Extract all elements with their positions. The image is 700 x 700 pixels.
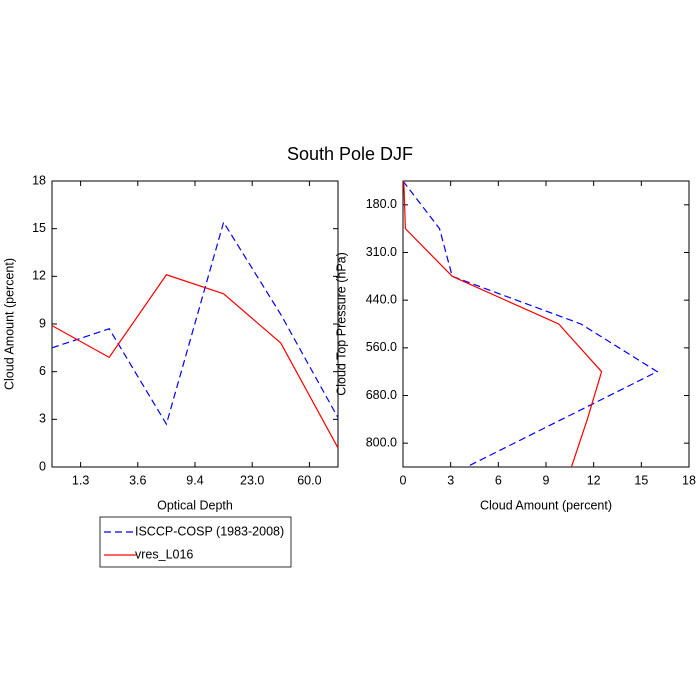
y-axis-label: Cloud Top Pressure (hPa): [334, 252, 348, 396]
x-tick-label: 3: [447, 473, 454, 487]
y-tick-label: 560.0: [366, 340, 397, 354]
series-line: [51, 220, 339, 426]
y-tick-label: 15: [32, 221, 46, 235]
y-tick-label: 440.0: [366, 292, 397, 306]
series-line: [403, 180, 603, 468]
x-axis-label: Optical Depth: [157, 498, 233, 512]
x-tick-label: 15: [634, 473, 648, 487]
x-tick-label: 18: [682, 473, 696, 487]
chart-title: South Pole DJF: [287, 144, 413, 164]
legend-label: vres_L016: [135, 547, 193, 561]
x-axis-label: Cloud Amount (percent): [480, 498, 612, 512]
x-tick-label: 9: [543, 473, 550, 487]
y-tick-label: 3: [39, 412, 46, 426]
y-tick-label: 310.0: [366, 245, 397, 259]
legend-label: ISCCP-COSP (1983-2008): [135, 524, 284, 538]
y-tick-label: 800.0: [366, 435, 397, 449]
x-tick-label: 23.0: [240, 473, 264, 487]
x-tick-label: 6: [495, 473, 502, 487]
y-tick-label: 12: [32, 269, 46, 283]
y-tick-label: 680.0: [366, 388, 397, 402]
y-tick-label: 18: [32, 173, 46, 187]
x-tick-label: 0: [400, 473, 407, 487]
legend-box: [99, 516, 292, 568]
x-tick-label: 9.4: [186, 473, 203, 487]
series-line: [402, 180, 659, 468]
x-tick-label: 12: [587, 473, 601, 487]
y-tick-label: 9: [39, 316, 46, 330]
x-tick-label: 3.6: [129, 473, 146, 487]
x-tick-label: 60.0: [297, 473, 321, 487]
y-axis-label: Cloud Amount (percent): [2, 258, 16, 390]
y-tick-label: 180.0: [366, 197, 397, 211]
y-tick-label: 6: [39, 364, 46, 378]
y-tick-label: 0: [39, 459, 46, 473]
x-tick-label: 1.3: [72, 473, 89, 487]
series-line: [51, 274, 339, 449]
